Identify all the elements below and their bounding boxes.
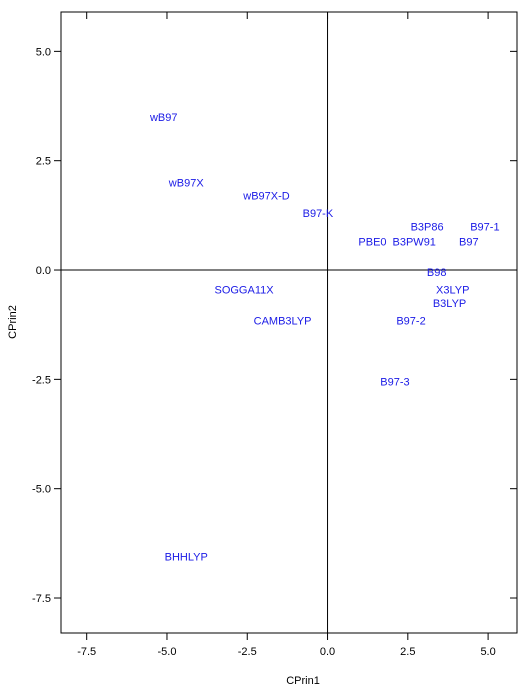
point-label: wB97X — [168, 178, 205, 190]
point-label: wB97X-D — [242, 191, 290, 203]
x-axis-label: CPrin1 — [286, 675, 320, 687]
point-label: BHHLYP — [165, 551, 208, 563]
y-tick-label: 0.0 — [36, 265, 51, 277]
y-tick-label: -5.0 — [32, 484, 51, 496]
y-tick-label: 5.0 — [36, 46, 51, 58]
y-tick-label: 2.5 — [36, 156, 51, 168]
point-label: wB97 — [149, 112, 178, 124]
point-label: B97-2 — [396, 315, 425, 327]
point-label: X3LYP — [436, 285, 469, 297]
point-label: CAMB3LYP — [254, 315, 312, 327]
x-tick-label: -7.5 — [77, 646, 96, 658]
x-tick-label: -5.0 — [157, 646, 176, 658]
point-label: SOGGA11X — [214, 285, 274, 297]
y-tick-label: -2.5 — [32, 374, 51, 386]
y-axis-label: CPrin2 — [7, 305, 19, 339]
point-label: B97 — [459, 237, 479, 249]
plot-frame — [60, 11, 518, 634]
x-tick-label: 5.0 — [480, 646, 495, 658]
point-label: B3P86 — [411, 221, 444, 233]
point-label: B97-K — [303, 208, 334, 220]
x-tick-label: 2.5 — [400, 646, 415, 658]
x-tick-label: 0.0 — [320, 646, 335, 658]
y-tick-label: -7.5 — [32, 593, 51, 605]
point-label: B3PW91 — [393, 237, 436, 249]
point-label: B98 — [427, 267, 447, 279]
point-label: B3LYP — [433, 298, 466, 310]
point-label: PBE0 — [358, 237, 386, 249]
x-tick-label: -2.5 — [238, 646, 257, 658]
point-label: B97-1 — [470, 221, 499, 233]
point-label: B97-3 — [380, 377, 409, 389]
